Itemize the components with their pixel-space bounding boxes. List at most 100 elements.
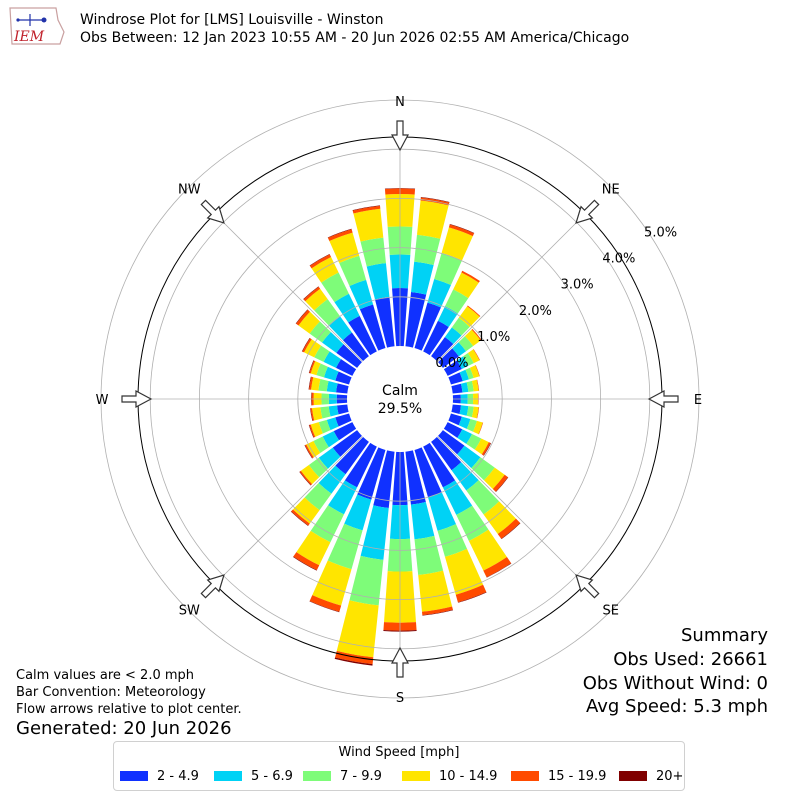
legend: Wind Speed [mph] 2 - 4.9 5 - 6.9 7 - 9.9 10…: [113, 741, 685, 791]
windrose-bar-segment: [478, 422, 484, 435]
grid-ring: [100, 99, 700, 699]
windrose-bar-segment: [334, 657, 373, 666]
windrose-bar-segment: [448, 224, 475, 237]
windrose-bar-segment: [458, 336, 474, 352]
windrose-bar-segment: [465, 367, 474, 380]
windrose-bar-segment: [327, 228, 352, 238]
windrose-bar-segment: [457, 429, 473, 444]
windrose-bar-segment: [353, 208, 384, 242]
windrose-bar-segment: [474, 438, 489, 455]
windrose-bar-segment: [451, 383, 463, 394]
legend-item: 10 - 14.9: [402, 767, 497, 785]
windrose-bar-segment: [298, 311, 320, 334]
windrose-bar-segment: [431, 437, 462, 471]
windrose-bar-segment: [326, 417, 339, 431]
windrose-bar-segment: [322, 431, 340, 448]
windrose-bar-segment: [328, 480, 358, 515]
windrose-bar-segment: [308, 376, 312, 390]
windrose-bar-segment: [384, 188, 416, 190]
calm-note: Calm values are < 2.0 mph: [16, 668, 195, 683]
windrose-bar-segment: [373, 450, 395, 508]
windrose-bar-segment: [445, 289, 469, 314]
windrose-bar-segment: [295, 309, 308, 324]
windrose-bar-segment: [434, 252, 463, 286]
windrose-bar-segment: [337, 404, 349, 415]
windrose-bar-segment: [309, 254, 332, 269]
windrose-bar-segment: [410, 501, 435, 540]
windrose-bar-segment: [328, 405, 339, 417]
windrose-bar-segment: [471, 406, 479, 419]
windrose-bar-segment: [327, 229, 353, 242]
windrose-bar-segment: [411, 261, 434, 295]
windrose-bar-segment: [414, 302, 441, 351]
windrose-bar-segment: [304, 482, 332, 511]
windrose-bar-segment: [366, 263, 390, 300]
windrose-bar-segment: [456, 356, 469, 369]
logo-text: IEM: [13, 29, 45, 45]
windrose-bar-segment: [310, 422, 323, 437]
legend-item: 20+: [619, 767, 683, 785]
windrose-bar-segment: [466, 419, 477, 432]
windrose-bar-segment: [309, 600, 340, 613]
windrose-bar-segment: [468, 529, 507, 571]
windrose-bar-segment: [449, 224, 475, 234]
windrose-bar-segment: [342, 332, 369, 361]
windrose-bar-segment: [448, 413, 462, 426]
windrose-bar-segment: [423, 442, 456, 488]
windrose-bar-segment: [483, 442, 492, 456]
windrose-bar-segment: [421, 606, 453, 616]
windrose-bar-segment: [309, 595, 342, 612]
windrose-bar-segment: [427, 278, 451, 308]
generated-date: Generated: 20 Jun 2026: [16, 718, 232, 739]
windrose-bar-segment: [359, 304, 386, 351]
windrose-bar-segment: [466, 380, 474, 392]
flow-arrows: [121, 120, 679, 678]
windrose-bar-segment: [304, 444, 314, 459]
windrose-bar-segment: [326, 381, 338, 393]
windrose-bar-segment: [309, 360, 316, 374]
flow-arrow: [200, 574, 225, 599]
windrose-bar-segment: [423, 320, 449, 356]
windrose-bar-segment: [453, 272, 479, 299]
windrose-bar-segment: [327, 523, 363, 570]
windrose-bar-segment: [457, 591, 487, 603]
windrose-bar-segment: [310, 408, 315, 421]
chart-title: Windrose Plot for [LMS] Louisville - Win…: [80, 12, 384, 28]
windrose-bar-segment: [308, 457, 329, 478]
summary-avg-speed: Avg Speed: 5.3 mph: [586, 696, 768, 717]
legend-swatch: [214, 771, 242, 781]
windrose-bar-segment: [303, 286, 321, 302]
windrose-bar-segment: [309, 376, 314, 390]
windrose-bar-segment: [483, 467, 505, 489]
ring-label: 4.0%: [602, 252, 635, 267]
windrose-bar-segment: [451, 404, 462, 414]
windrose-bar-segment: [418, 570, 453, 612]
windrose-bar-segment: [459, 405, 469, 416]
windrose-bar-segment: [374, 296, 395, 348]
windrose-bar-segment: [422, 609, 454, 616]
legend-swatch: [303, 771, 331, 781]
windrose-bar-segment: [471, 379, 479, 392]
windrose-bar-segment: [293, 556, 317, 571]
windrose-bar-segment: [466, 433, 482, 450]
windrose-bar-segment: [323, 366, 339, 381]
windrose-bar-segment: [457, 445, 481, 469]
windrose-bar-segment: [314, 345, 330, 362]
windrose-bar-segment: [292, 497, 320, 524]
windrose-bar-segment: [352, 205, 381, 214]
legend-label: 5 - 6.9: [251, 768, 293, 784]
windrose-bar-segment: [310, 408, 313, 422]
windrose-bar-segment: [414, 535, 444, 576]
windrose-bar-segment: [357, 447, 386, 500]
windrose-bar-segment: [299, 471, 312, 486]
grid-spoke: [437, 436, 586, 585]
chart-subtitle: Obs Between: 12 Jan 2023 10:55 AM - 20 J…: [80, 30, 630, 46]
windrose-bar-segment: [456, 505, 489, 541]
flow-arrow: [391, 120, 409, 152]
legend-title: Wind Speed [mph]: [338, 745, 460, 760]
bar-convention-note: Bar Convention: Meteorology: [16, 685, 206, 700]
windrose-bar-segment: [328, 315, 352, 341]
legend-item: 2 - 4.9: [120, 767, 199, 785]
windrose-bar-segment: [296, 309, 311, 326]
windrose-bar-segment: [296, 530, 331, 566]
